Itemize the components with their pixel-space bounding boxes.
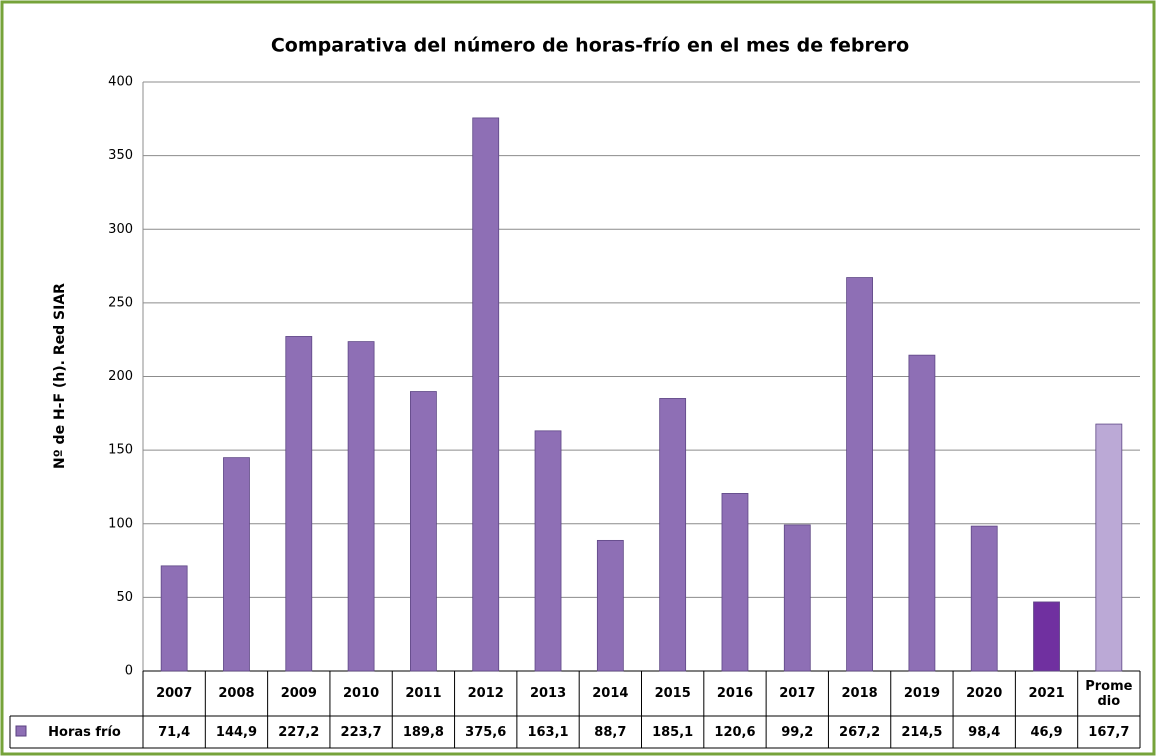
bar bbox=[1033, 601, 1060, 672]
x-tick-label: 2016 bbox=[716, 686, 754, 701]
x-tick-label: 2008 bbox=[218, 686, 255, 701]
bar bbox=[223, 457, 250, 672]
bar bbox=[659, 398, 687, 672]
y-tick-label: 250 bbox=[108, 295, 133, 310]
y-axis-label: Nº de H-F (h). Red SIAR bbox=[52, 283, 68, 469]
y-tick-label: 350 bbox=[108, 148, 133, 163]
y-tick-label: 0 bbox=[125, 664, 133, 679]
value-label: 185,1 bbox=[652, 724, 694, 740]
bar bbox=[160, 565, 188, 672]
x-tick-label: 2011 bbox=[405, 686, 442, 701]
value-label: 214,5 bbox=[901, 724, 943, 740]
x-tick-label: 2020 bbox=[966, 686, 1003, 701]
x-tick-label: 2021 bbox=[1028, 686, 1065, 701]
x-tick-label: 2014 bbox=[592, 686, 629, 701]
x-tick-label: 2007 bbox=[156, 686, 193, 701]
bar bbox=[1095, 423, 1123, 672]
chart-title: Comparativa del número de horas-frío en … bbox=[271, 35, 909, 57]
value-label: 120,6 bbox=[714, 724, 756, 740]
x-tick-label: 2009 bbox=[280, 686, 317, 701]
y-tick-label: 400 bbox=[108, 75, 133, 90]
y-tick-label: 300 bbox=[108, 222, 133, 237]
value-label: 375,6 bbox=[465, 724, 507, 740]
bar bbox=[908, 354, 936, 672]
value-label: 88,7 bbox=[594, 724, 627, 740]
x-tick-label: 2010 bbox=[343, 686, 380, 701]
y-tick-label: 50 bbox=[116, 590, 133, 605]
bar bbox=[347, 341, 375, 672]
legend-swatch bbox=[15, 725, 27, 737]
value-label: 189,8 bbox=[402, 724, 444, 740]
value-label: 46,9 bbox=[1030, 724, 1063, 740]
bar bbox=[846, 277, 873, 672]
x-tick-label: 2017 bbox=[779, 686, 816, 701]
value-label: 227,2 bbox=[278, 724, 320, 740]
x-tick-label: 2019 bbox=[903, 686, 940, 701]
value-label: 267,2 bbox=[839, 724, 881, 740]
x-tick-label: 2012 bbox=[467, 686, 504, 701]
bar bbox=[534, 430, 562, 672]
bar bbox=[472, 117, 500, 672]
value-label: 98,4 bbox=[968, 724, 1001, 740]
bar bbox=[783, 524, 811, 672]
bar bbox=[410, 391, 437, 672]
bar bbox=[596, 539, 624, 672]
y-tick-label: 100 bbox=[108, 516, 133, 531]
y-tick-label: 200 bbox=[108, 369, 133, 384]
x-tick-label: 2018 bbox=[841, 686, 878, 701]
x-tick-label: Prome dio bbox=[1085, 678, 1133, 709]
value-label: 71,4 bbox=[158, 724, 191, 740]
value-label: 223,7 bbox=[340, 724, 382, 740]
x-tick-label: 2013 bbox=[529, 686, 567, 701]
value-label: 163,1 bbox=[527, 724, 569, 740]
bar bbox=[721, 493, 749, 672]
bar bbox=[285, 336, 313, 672]
value-label: 99,2 bbox=[781, 724, 814, 740]
value-label: 144,9 bbox=[215, 724, 258, 740]
legend-label: Horas frío bbox=[48, 724, 121, 740]
y-tick-label: 150 bbox=[108, 443, 133, 458]
value-label: 167,7 bbox=[1088, 724, 1130, 740]
bar bbox=[970, 525, 998, 672]
x-tick-label: 2015 bbox=[654, 686, 691, 701]
